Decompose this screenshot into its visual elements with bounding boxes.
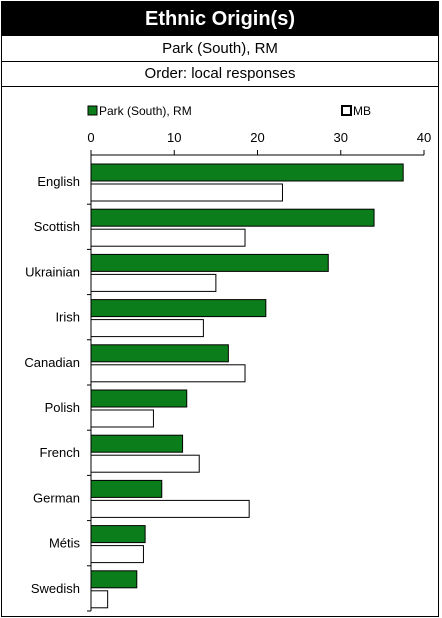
bar-mb <box>90 183 283 202</box>
chart-title: Ethnic Origin(s) <box>2 2 438 36</box>
legend-label-local: Park (South), RM <box>99 104 192 118</box>
bar-local <box>90 163 404 182</box>
legend-label-mb: MB <box>353 104 371 118</box>
category-label: English <box>37 174 80 189</box>
bar-mb <box>90 409 154 428</box>
bar-mb <box>90 590 109 609</box>
category-label: Scottish <box>34 219 80 234</box>
bar-local <box>90 389 188 408</box>
bar-mb <box>90 364 246 383</box>
bar-mb <box>90 319 204 338</box>
bar-local <box>90 479 163 498</box>
category-label: Polish <box>45 400 80 415</box>
bar-local <box>90 525 146 544</box>
bar-local <box>90 344 229 363</box>
bar-local <box>90 208 375 227</box>
category-label: Irish <box>55 310 80 325</box>
x-tick-label: 10 <box>167 130 181 145</box>
category-label: German <box>33 490 80 505</box>
legend-swatch-local <box>87 105 98 116</box>
category-label: Métis <box>49 536 81 551</box>
bar-local <box>90 299 267 318</box>
category-label: Canadian <box>24 355 80 370</box>
category-label: French <box>40 445 80 460</box>
x-tick-label: 20 <box>250 130 264 145</box>
legend-swatch-mb <box>341 105 352 116</box>
order-note: Order: local responses <box>2 61 438 87</box>
category-label: Swedish <box>31 581 80 596</box>
bar-local <box>90 570 138 589</box>
x-tick-label: 30 <box>334 130 348 145</box>
bar-mb <box>90 273 217 292</box>
x-tick-label: 0 <box>87 130 94 145</box>
bar-local <box>90 434 184 453</box>
x-tick-label: 40 <box>417 130 431 145</box>
bar-mb <box>90 228 246 247</box>
bar-mb <box>90 545 144 564</box>
bar-local <box>90 253 329 272</box>
bar-mb <box>90 499 250 518</box>
category-label: Ukrainian <box>25 264 80 279</box>
chart-subtitle: Park (South), RM <box>2 36 438 62</box>
bar-mb <box>90 454 200 473</box>
